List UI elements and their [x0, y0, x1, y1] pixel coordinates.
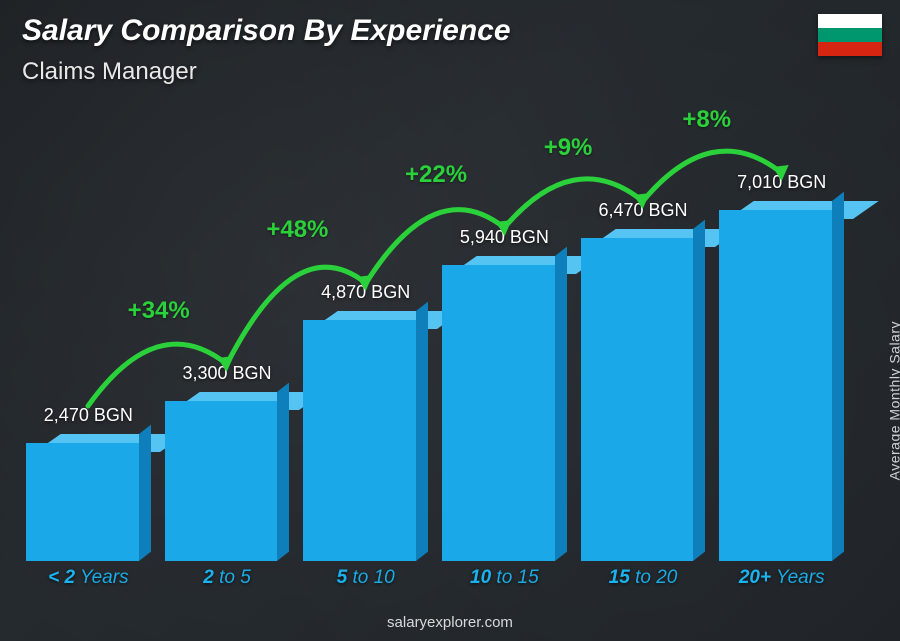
bar-front-face [442, 265, 555, 561]
bar-value-label: 5,940 BGN [460, 227, 549, 248]
growth-percent-label: +22% [405, 161, 467, 189]
growth-percent-label: +9% [544, 134, 593, 162]
x-axis-label: 20+ Years [719, 563, 844, 591]
infographic-stage: Salary Comparison By Experience Claims M… [0, 0, 900, 641]
y-axis-label: Average Monthly Salary [886, 321, 900, 480]
bar-column: 3,300 BGN [165, 100, 290, 561]
flag-stripe-3 [818, 42, 882, 56]
bar-side-face [693, 220, 705, 561]
bar [303, 311, 428, 561]
bar-side-face [139, 425, 151, 561]
x-axis-label: 2 to 5 [165, 563, 290, 591]
footer-credit: salaryexplorer.com [0, 614, 900, 631]
bar-column: 2,470 BGN [26, 100, 151, 561]
growth-percent-label: +48% [266, 216, 328, 244]
bar-value-label: 3,300 BGN [182, 363, 271, 384]
flag-stripe-2 [818, 28, 882, 42]
bar-side-face [277, 383, 289, 561]
flag-stripe-1 [818, 14, 882, 28]
growth-percent-label: +8% [682, 106, 731, 134]
x-axis-label: 15 to 20 [581, 563, 706, 591]
bar [165, 392, 290, 561]
chart-subtitle: Claims Manager [22, 58, 197, 86]
bar-front-face [26, 443, 139, 561]
chart-title: Salary Comparison By Experience [22, 14, 511, 48]
x-axis-label: 10 to 15 [442, 563, 567, 591]
x-axis-label: 5 to 10 [303, 563, 428, 591]
bar [442, 256, 567, 561]
x-axis-label: < 2 Years [26, 563, 151, 591]
bar-side-face [832, 192, 844, 561]
bar-front-face [303, 320, 416, 561]
bar-value-label: 4,870 BGN [321, 282, 410, 303]
bar-front-face [165, 401, 278, 561]
country-flag-bulgaria [818, 14, 882, 56]
bar-value-label: 2,470 BGN [44, 405, 133, 426]
bar-side-face [555, 247, 567, 561]
bar-value-label: 6,470 BGN [598, 200, 687, 221]
bar-column: 6,470 BGN [581, 100, 706, 561]
bar [719, 201, 844, 561]
bar-chart: 2,470 BGN 3,300 BGN 4,870 BGN 5,940 BGN 6,47… [20, 100, 850, 591]
x-labels-container: < 2 Years 2 to 5 5 to 10 10 to 15 15 to 20 20… [20, 563, 850, 591]
bar-value-label: 7,010 BGN [737, 172, 826, 193]
growth-percent-label: +34% [128, 297, 190, 325]
bar-front-face [719, 210, 832, 561]
bar [581, 229, 706, 561]
bar-side-face [416, 302, 428, 561]
bar [26, 434, 151, 561]
bar-column: 7,010 BGN [719, 100, 844, 561]
bar-front-face [581, 238, 694, 561]
